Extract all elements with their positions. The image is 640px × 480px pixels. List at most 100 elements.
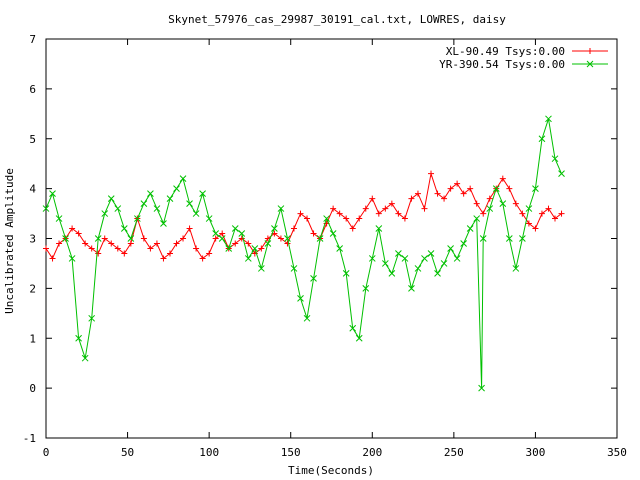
data-point (512, 200, 519, 207)
data-point (505, 235, 513, 242)
data-point (290, 265, 298, 272)
data-point (186, 200, 193, 207)
data-point (532, 185, 539, 192)
data-point (231, 225, 239, 232)
data-point (179, 175, 187, 183)
data-point (375, 225, 383, 232)
y-tick-label: 2 (29, 282, 36, 295)
data-point (395, 250, 402, 257)
x-tick-label: 100 (199, 446, 219, 459)
data-point (349, 324, 357, 332)
data-point (121, 250, 128, 257)
data-point (499, 200, 507, 207)
data-point (62, 235, 69, 242)
data-point (147, 190, 154, 197)
data-point (55, 215, 63, 222)
data-point (101, 210, 109, 217)
y-tick-label: 0 (29, 382, 36, 395)
data-point (545, 205, 552, 212)
data-point (193, 245, 200, 252)
data-point (545, 115, 552, 123)
data-point (466, 225, 474, 232)
data-point (480, 210, 487, 217)
data-point (512, 265, 520, 272)
data-point (153, 240, 160, 247)
data-point (140, 200, 148, 207)
data-point (551, 155, 559, 163)
data-point (101, 235, 108, 242)
data-point (388, 270, 396, 277)
data-point (127, 240, 134, 247)
data-point (343, 215, 350, 222)
data-point (362, 205, 369, 212)
data-point (49, 190, 56, 197)
axis-ticks: 0 50 100 150 200 250 300 350 -1 0 1 2 3 4 5 6 7 (23, 33, 627, 459)
data-point (467, 185, 474, 192)
data-point (349, 225, 356, 232)
data-point (447, 245, 454, 252)
data-point (375, 210, 382, 217)
data-point (408, 195, 415, 202)
y-axis-label: Uncalibrated Amplitude (3, 168, 16, 314)
data-point (329, 230, 337, 237)
data-point (304, 215, 311, 222)
data-point (88, 245, 95, 252)
data-point (342, 270, 350, 277)
data-point (310, 230, 317, 237)
data-point (525, 220, 532, 227)
data-point (532, 225, 539, 232)
data-point (212, 235, 219, 242)
data-point (316, 235, 324, 242)
data-point (421, 255, 428, 262)
series-2 (42, 115, 565, 392)
data-point (166, 195, 174, 202)
x-tick-label: 200 (362, 446, 382, 459)
data-point (368, 255, 376, 262)
data-point (336, 210, 343, 217)
data-point (244, 255, 252, 262)
data-point (401, 215, 408, 222)
data-point (473, 200, 480, 207)
data-point (114, 205, 122, 212)
data-point (245, 240, 252, 247)
data-point (81, 354, 89, 362)
data-point (290, 225, 297, 232)
data-point (284, 240, 291, 247)
data-point (362, 285, 370, 292)
data-point (173, 240, 180, 247)
data-point (186, 225, 193, 232)
data-point (88, 314, 96, 322)
data-point (454, 180, 461, 187)
legend-entry: YR-390.54 Tsys:0.00 (439, 58, 608, 71)
legend-label: XL-90.49 Tsys:0.00 (446, 45, 565, 58)
data-point (107, 195, 115, 202)
data-point (479, 235, 487, 242)
chart-title: Skynet_57976_cas_29987_30191_cal.txt, LO… (168, 13, 506, 26)
data-point (49, 255, 56, 262)
data-point (440, 260, 448, 267)
data-point (271, 225, 278, 232)
data-point (310, 275, 317, 282)
data-point (382, 205, 389, 212)
data-point (519, 235, 526, 242)
data-point (147, 245, 154, 252)
data-point (486, 205, 494, 212)
data-point (160, 220, 167, 227)
y-tick-label: 6 (29, 83, 36, 96)
data-point (114, 245, 121, 252)
data-point (134, 215, 141, 222)
series-1 (43, 170, 565, 262)
data-point (205, 215, 213, 222)
data-point (401, 255, 409, 262)
data-point (166, 250, 173, 257)
data-point (75, 334, 82, 342)
data-point (68, 255, 76, 262)
data-point (153, 205, 161, 212)
x-tick-label: 350 (607, 446, 627, 459)
data-point (552, 215, 559, 222)
legend-label: YR-390.54 Tsys:0.00 (439, 58, 565, 71)
data-point (94, 235, 102, 242)
data-point (330, 205, 337, 212)
y-tick-label: 3 (29, 233, 36, 246)
